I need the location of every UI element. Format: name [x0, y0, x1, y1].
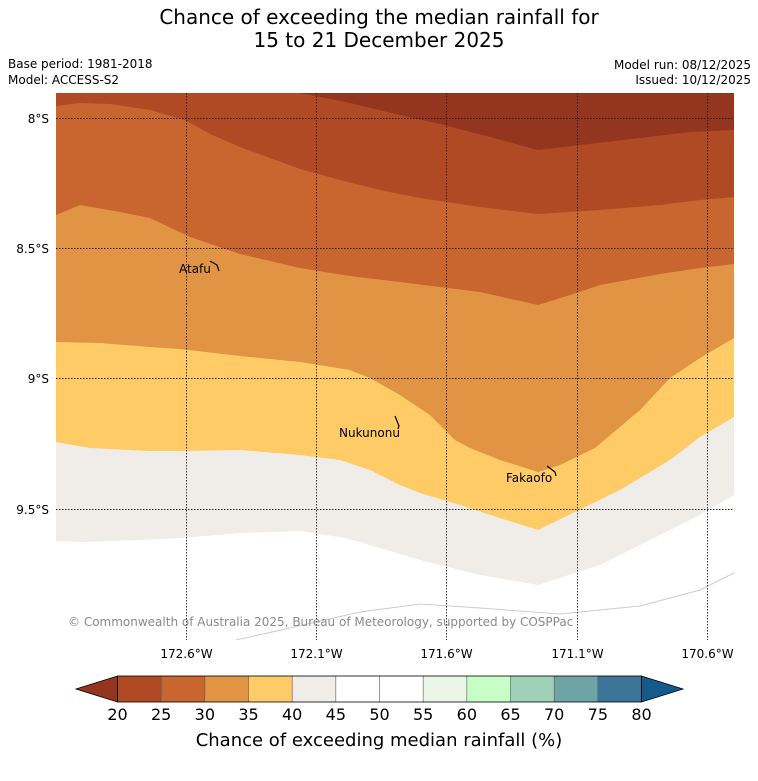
latitude-gridlines [56, 118, 734, 510]
colorbar-extend-high [641, 675, 685, 703]
colorbar-tick-label: 35 [238, 705, 258, 724]
colorbar-segment [466, 676, 511, 702]
colorbar: 20 25 30 35 40 45 50 55 60 65 70 75 80 [74, 675, 685, 724]
nukunonu-atoll [394, 415, 400, 430]
colorbar-label: Chance of exceeding median rainfall (%) [195, 730, 563, 751]
chart-title-line1: Chance of exceeding the median rainfall … [159, 5, 599, 29]
place-label-nukunonu: Nukunonu [339, 426, 400, 440]
colorbar-segment [597, 676, 642, 702]
colorbar-tick-label: 80 [631, 705, 651, 724]
map-area: Atafu Nukunonu Fakaofo © Commonwealth of… [56, 93, 734, 640]
lon-label: 170.6°W [681, 647, 733, 661]
chart-title-line2: 15 to 21 December 2025 [253, 28, 505, 52]
copyright-text: © Commonwealth of Australia 2025, Bureau… [68, 615, 573, 629]
colorbar-segment [510, 676, 555, 702]
lon-label: 171.6°W [420, 647, 472, 661]
colorbar-tick-label: 60 [457, 705, 477, 724]
colorbar-tick-label: 65 [500, 705, 520, 724]
model-run-text: Model run: 08/12/2025 [613, 58, 751, 72]
colorbar-segment [117, 676, 162, 702]
lat-label: 8.5°S [16, 242, 49, 256]
place-label-atafu: Atafu [179, 262, 211, 276]
lon-label: 172.1°W [290, 647, 342, 661]
colorbar-segment [335, 676, 380, 702]
longitude-gridlines [186, 93, 708, 640]
colorbar-tick-label: 70 [544, 705, 564, 724]
colorbar-tick-label: 55 [413, 705, 433, 724]
longitude-labels: 172.6°W 172.1°W 171.6°W 171.1°W 170.6°W [160, 647, 733, 661]
colorbar-segment [423, 676, 467, 702]
colorbar-outline [117, 675, 642, 703]
place-label-fakaofo: Fakaofo [506, 471, 552, 485]
colorbar-segment [161, 676, 205, 702]
colorbar-segment [204, 676, 249, 702]
lon-label: 172.6°W [160, 647, 212, 661]
band-below-20 [300, 93, 734, 150]
lat-label: 9°S [28, 372, 49, 386]
colorbar-segment [554, 676, 598, 702]
atafu-atoll [209, 260, 220, 272]
colorbar-segment [379, 676, 424, 702]
colorbar-tick-label: 45 [326, 705, 346, 724]
lat-label: 9.5°S [16, 503, 49, 517]
lon-label: 171.1°W [551, 647, 603, 661]
colorbar-tick-label: 30 [195, 705, 215, 724]
issued-text: Issued: 10/12/2025 [635, 73, 751, 87]
lat-label: 8°S [28, 112, 49, 126]
colorbar-tick-label: 75 [588, 705, 608, 724]
colorbar-tick-label: 25 [151, 705, 171, 724]
colorbar-tick-label: 50 [369, 705, 389, 724]
colorbar-tick-label: 20 [107, 705, 127, 724]
fakaofo-atoll [546, 465, 557, 477]
boundary-line [235, 572, 734, 640]
colorbar-tick-label: 40 [282, 705, 302, 724]
colorbar-extend-low [74, 675, 118, 703]
model-text: Model: ACCESS-S2 [8, 73, 120, 87]
base-period-text: Base period: 1981-2018 [8, 57, 153, 71]
latitude-labels: 8°S 8.5°S 9°S 9.5°S [16, 112, 49, 517]
colorbar-segment [292, 676, 336, 702]
colorbar-segment [248, 676, 293, 702]
